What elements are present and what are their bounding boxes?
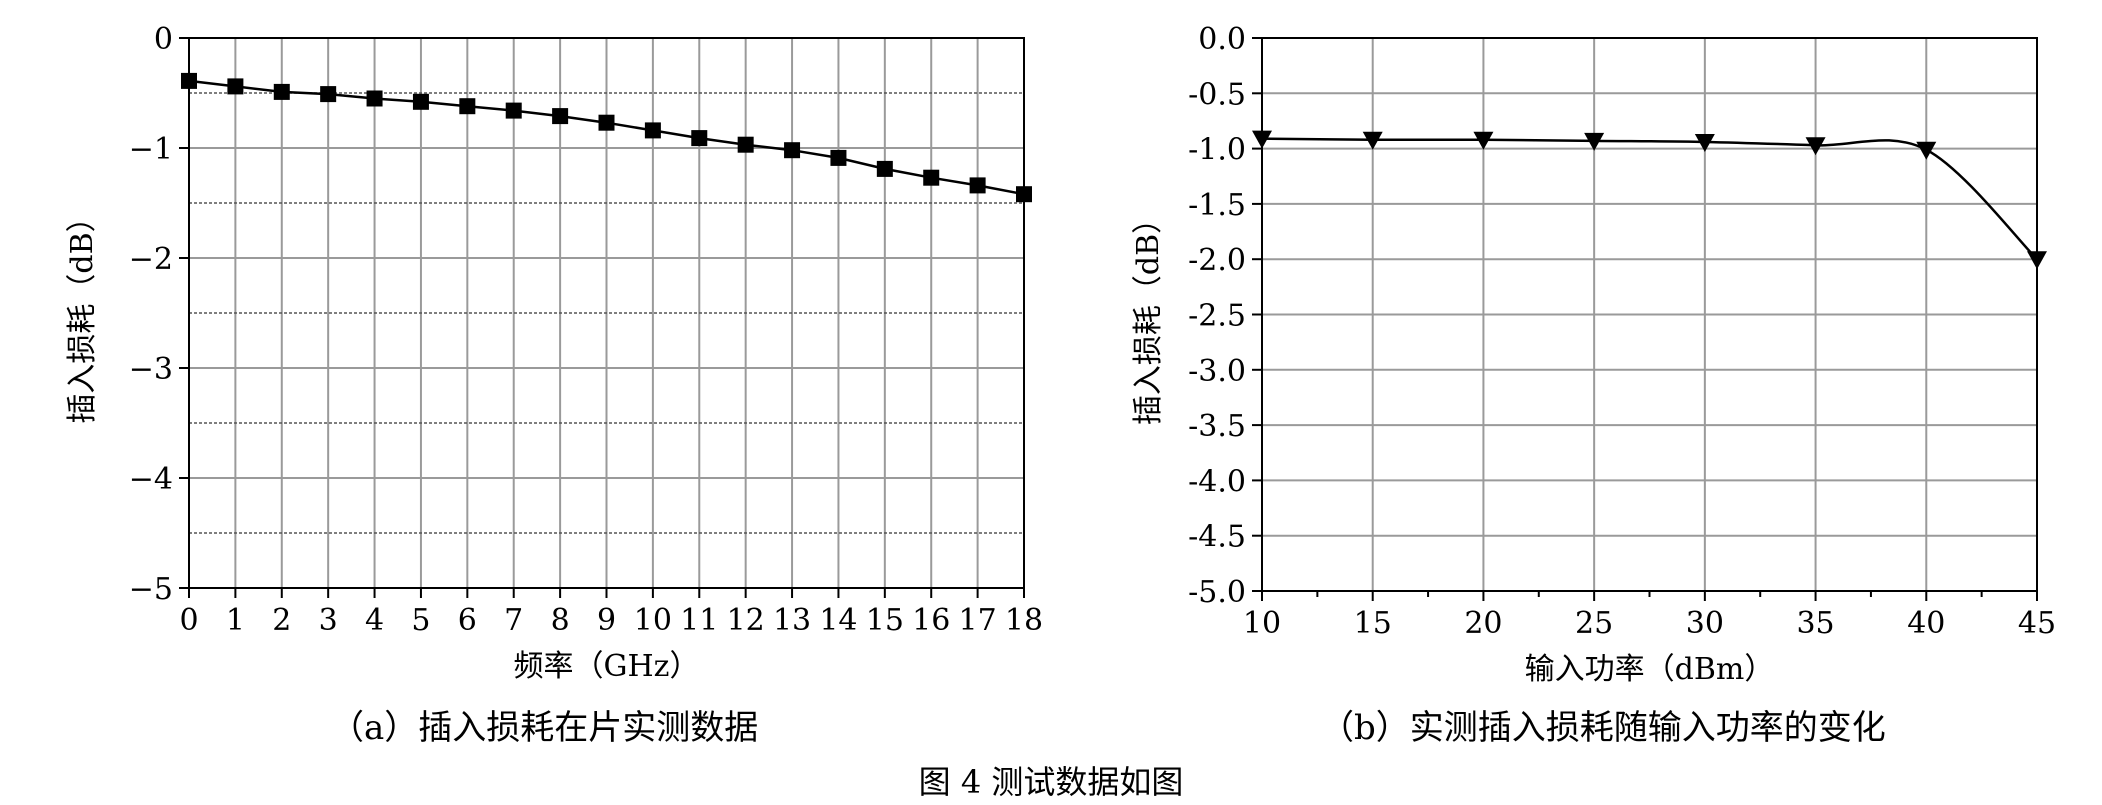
x-tick-label: 14: [819, 603, 857, 638]
data-point: [2027, 251, 2047, 270]
y-tick-label: -4.0: [1188, 464, 1246, 499]
series-line: [1261, 137, 2038, 261]
data-point: [598, 114, 615, 131]
y-tick-label: -2.0: [1188, 243, 1246, 278]
data-point: [552, 108, 569, 125]
data-point: [876, 160, 893, 177]
y-tick-label: -3.5: [1188, 409, 1246, 444]
data-point: [366, 90, 383, 107]
chart-a: 0 1 2 3 4 5 6 7 8 9 10 11 12 13 14 15 16 17 180−1−2−3−4−5频…: [65, 22, 1043, 684]
x-tick-label: 15: [866, 603, 904, 638]
y-tick-label: −3: [129, 352, 173, 387]
x-tick-label: 5: [411, 603, 430, 638]
data-point: [459, 98, 476, 115]
data-point: [830, 149, 847, 166]
x-tick-label: 30: [1686, 606, 1724, 641]
data-point: [691, 130, 708, 147]
data-point: [1362, 131, 1383, 150]
data-point: [1694, 133, 1715, 152]
data-point: [412, 93, 429, 110]
figure-title: 图 4 测试数据如图: [918, 763, 1184, 801]
chart-b-caption: （b）实测插入损耗随输入功率的变化: [1320, 708, 1886, 748]
x-tick-label: 3: [319, 603, 338, 638]
data-point: [181, 72, 197, 89]
y-tick-label: -5.0: [1188, 575, 1246, 610]
x-tick-label: 9: [597, 603, 616, 638]
data-point: [1016, 186, 1032, 203]
x-tick-label: 10: [634, 603, 672, 638]
x-tick-label: 40: [1907, 606, 1945, 641]
data-point: [1252, 130, 1272, 149]
x-tick-label: 6: [458, 603, 477, 638]
x-tick-label: 8: [551, 603, 570, 638]
x-tick-label: 10: [1243, 606, 1281, 641]
data-point: [923, 169, 940, 186]
x-axis-label: 频率（GHz）: [514, 649, 700, 684]
y-tick-label: -1.0: [1188, 133, 1246, 168]
x-tick-label: 17: [959, 603, 997, 638]
x-axis-label: 输入功率（dBm）: [1525, 652, 1775, 687]
y-axis-label: 插入损耗（dB）: [1131, 204, 1166, 425]
x-tick-label: 4: [365, 603, 384, 638]
data-point: [784, 142, 801, 159]
y-tick-label: −1: [129, 132, 173, 167]
data-point: [320, 86, 337, 103]
x-tick-label: 1: [226, 603, 245, 638]
data-point: [505, 102, 522, 119]
data-point: [1473, 131, 1494, 150]
x-tick-label: 45: [2018, 606, 2056, 641]
y-tick-label: −5: [129, 572, 173, 607]
chart-a-caption: （a）插入损耗在片实测数据: [330, 708, 759, 748]
x-tick-label: 16: [912, 603, 950, 638]
y-tick-label: -1.5: [1188, 188, 1246, 223]
x-tick-label: 13: [773, 603, 811, 638]
x-tick-label: 0: [179, 603, 198, 638]
x-tick-label: 12: [727, 603, 765, 638]
y-tick-label: -2.5: [1188, 299, 1246, 334]
data-point: [1584, 132, 1605, 151]
x-tick-label: 25: [1575, 606, 1613, 641]
data-point: [644, 122, 661, 139]
x-tick-label: 15: [1354, 606, 1392, 641]
y-tick-label: 0.0: [1198, 22, 1246, 57]
x-tick-label: 11: [680, 603, 718, 638]
y-tick-label: -3.0: [1188, 354, 1246, 389]
data-point: [1916, 141, 1937, 160]
y-tick-label: −2: [129, 242, 173, 277]
x-tick-label: 7: [504, 603, 523, 638]
data-point: [227, 78, 244, 95]
data-point: [969, 177, 986, 194]
y-tick-label: -0.5: [1188, 77, 1246, 112]
y-axis-label: 插入损耗（dB）: [65, 202, 100, 423]
y-tick-label: 0: [154, 22, 173, 57]
y-tick-label: −4: [129, 462, 173, 497]
x-tick-label: 2: [272, 603, 291, 638]
x-tick-label: 18: [1005, 603, 1043, 638]
data-point: [737, 136, 754, 153]
chart-b: 10 15 20 25 30 35 40 45 0.0 -0.5 -1.0 -1.5 -2.0 -2.5 -…: [1131, 22, 2056, 687]
x-tick-label: 35: [1796, 606, 1834, 641]
y-tick-label: -4.5: [1188, 520, 1246, 555]
data-point: [273, 83, 290, 100]
data-point: [1805, 137, 1826, 156]
x-tick-label: 20: [1464, 606, 1502, 641]
